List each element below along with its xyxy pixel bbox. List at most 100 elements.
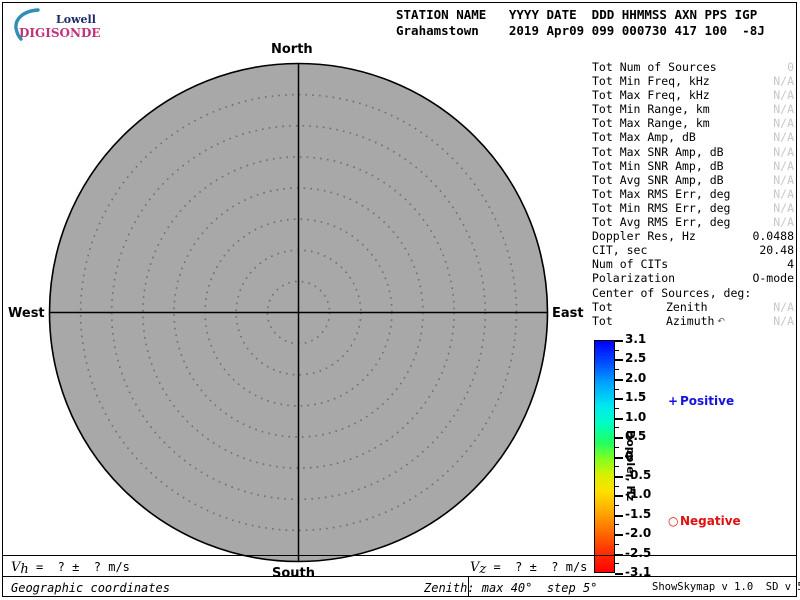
- vh-value-text: = ? ± ? m/s: [28, 560, 130, 574]
- parameter-label: Tot Min SNR Amp, dB: [592, 158, 724, 173]
- colorbar-minor-tick: [615, 524, 619, 526]
- parameter-row: Tot Max Amp, dB N/A: [592, 130, 794, 144]
- header-columns: STATION NAME YYYY DATE DDD HHMMSS AXN PP…: [396, 7, 758, 22]
- parameter-row: Polarization O-mode: [592, 271, 794, 285]
- vz-value-text: = ? ± ? m/s: [486, 560, 588, 574]
- parameter-value: 20.48: [759, 243, 794, 258]
- colorbar-minor-tick: [615, 563, 619, 565]
- colorbar-minor-tick: [615, 388, 619, 390]
- parameter-label: Tot Min Freq, kHz: [592, 74, 710, 89]
- parameter-value: N/A: [773, 88, 794, 103]
- header-values: Grahamstown 2019 Apr09 099 000730 417 10…: [396, 23, 765, 38]
- colorbar-major-tick: [615, 378, 623, 381]
- horizontal-velocity-readout: Vh = ? ± ? m/s: [11, 560, 130, 577]
- colorbar-major-tick: [615, 417, 623, 420]
- colorbar-major-tick: [615, 456, 623, 459]
- colorbar-tick-label: -3.1: [625, 565, 652, 579]
- footer-divider-mid: [3, 576, 797, 577]
- skymap-label-west: West: [8, 306, 45, 321]
- legend-positive-label: Positive: [680, 394, 735, 408]
- doppler-colorbar-axis-label: Doppler, Hz: [624, 430, 637, 502]
- colorbar-tick-label: 3.1: [625, 332, 647, 346]
- colorbar-major-tick: [615, 359, 623, 362]
- rotate-arrow-icon: ↶: [714, 316, 725, 327]
- parameter-value: N/A: [773, 130, 794, 145]
- parameter-summary-list: Tot Num of Sources 0 Tot Min Freq, kHz N/A T…: [592, 60, 794, 328]
- center-of-sources-value: N/A: [773, 313, 794, 328]
- parameter-row: Tot Min Freq, kHz N/A: [592, 74, 794, 88]
- footer-divider-top: [3, 555, 797, 556]
- parameter-value: N/A: [773, 144, 794, 159]
- center-of-sources-row: Tot Zenith N/A: [592, 300, 794, 314]
- parameter-row: Tot Min SNR Amp, dB N/A: [592, 159, 794, 173]
- colorbar-minor-tick: [615, 407, 619, 409]
- center-of-sources-heading-text: Center of Sources, deg:: [592, 285, 752, 300]
- colorbar-minor-tick: [615, 466, 619, 468]
- parameter-value: N/A: [773, 186, 794, 201]
- colorbar-tick-label: -2.0: [625, 526, 652, 541]
- coordinate-system-label: Geographic coordinates: [11, 581, 170, 595]
- colorbar-minor-tick: [615, 349, 619, 351]
- parameter-value: N/A: [773, 74, 794, 89]
- doppler-colorbar-ticks: 3.1 2.5 2.0 1.5 1.0 0.5 0 -0.5 -1.0 -1.5 -2.0 -2.5 -…: [615, 332, 675, 579]
- colorbar-tick-label: 2.0: [625, 370, 647, 385]
- parameter-label: Tot Min RMS Err, deg: [592, 200, 731, 215]
- skymap-canvas[interactable]: [48, 62, 549, 563]
- colorbar-minor-tick: [615, 485, 619, 487]
- colorbar-major-tick: [615, 495, 623, 498]
- parameter-value: 4: [787, 257, 794, 272]
- zenith-scale-label: Zenith: max 40° step 5°: [424, 581, 598, 595]
- skymap-axes-cross: [49, 63, 548, 562]
- center-of-sources-heading: Center of Sources, deg:: [592, 286, 794, 300]
- center-of-sources-scope: Tot: [592, 313, 613, 328]
- vh-subscript: h: [20, 562, 29, 577]
- parameter-label: Num of CITs: [592, 257, 669, 272]
- logo-text-lowell: Lowell: [56, 13, 96, 26]
- parameter-label: Tot Max Freq, kHz: [592, 88, 710, 103]
- skymap-label-north: North: [271, 42, 313, 57]
- vertical-velocity-readout: Vz = ? ± ? m/s: [470, 560, 587, 577]
- parameter-row: Tot Max SNR Amp, dB N/A: [592, 145, 794, 159]
- colorbar-major-tick: [615, 534, 623, 537]
- colorbar-major-tick: [615, 553, 623, 556]
- parameter-label: Tot Num of Sources: [592, 60, 717, 74]
- colorbar-minor-tick: [615, 369, 619, 371]
- legend-negative-marker-icon: ○: [668, 514, 679, 528]
- colorbar-major-tick: [615, 398, 623, 401]
- parameter-value: N/A: [773, 172, 794, 187]
- center-of-sources-angle-name: Zenith: [666, 299, 708, 314]
- parameter-value: N/A: [773, 158, 794, 173]
- parameter-label: Tot Max SNR Amp, dB: [592, 144, 724, 159]
- parameter-label: Tot Max Range, km: [592, 116, 710, 131]
- skymap-label-east: East: [552, 306, 584, 321]
- parameter-label: Tot Avg RMS Err, deg: [592, 215, 731, 230]
- parameter-row: Tot Min Range, km N/A: [592, 102, 794, 116]
- parameter-row: Tot Avg RMS Err, deg N/A: [592, 215, 794, 229]
- colorbar-minor-tick: [615, 446, 619, 448]
- parameter-label: Tot Min Range, km: [592, 102, 710, 117]
- parameter-label: CIT, sec: [592, 243, 648, 258]
- colorbar-tick-label: 0: [625, 448, 634, 463]
- parameter-label: Doppler Res, Hz: [592, 229, 696, 244]
- colorbar-minor-tick: [615, 505, 619, 507]
- colorbar-tick-label: -0.5: [625, 467, 652, 482]
- colorbar-minor-tick: [615, 543, 619, 545]
- colorbar-tick-label: 2.5: [625, 351, 647, 366]
- colorbar-major-tick: [615, 340, 623, 342]
- colorbar-tick-label: -1.5: [625, 506, 652, 521]
- colorbar-major-tick: [615, 437, 623, 440]
- legend-negative-label: Negative: [680, 514, 741, 528]
- doppler-colorbar: [594, 340, 615, 573]
- legend-positive: + Positive: [668, 394, 734, 408]
- logo-text-digisonde: DIGISONDE: [19, 26, 101, 40]
- parameter-row: Tot Max Range, km N/A: [592, 116, 794, 130]
- software-version-label: ShowSkymap v 1.0 SD v 5.1: [652, 581, 800, 593]
- parameter-label: Tot Max RMS Err, deg: [592, 186, 731, 201]
- parameter-value: N/A: [773, 200, 794, 215]
- parameter-label: Tot Max Amp, dB: [592, 130, 696, 145]
- colorbar-tick-label: 0.5: [625, 429, 647, 444]
- parameter-row: Tot Num of Sources 0: [592, 60, 794, 74]
- parameter-row: Tot Max Freq, kHz N/A: [592, 88, 794, 102]
